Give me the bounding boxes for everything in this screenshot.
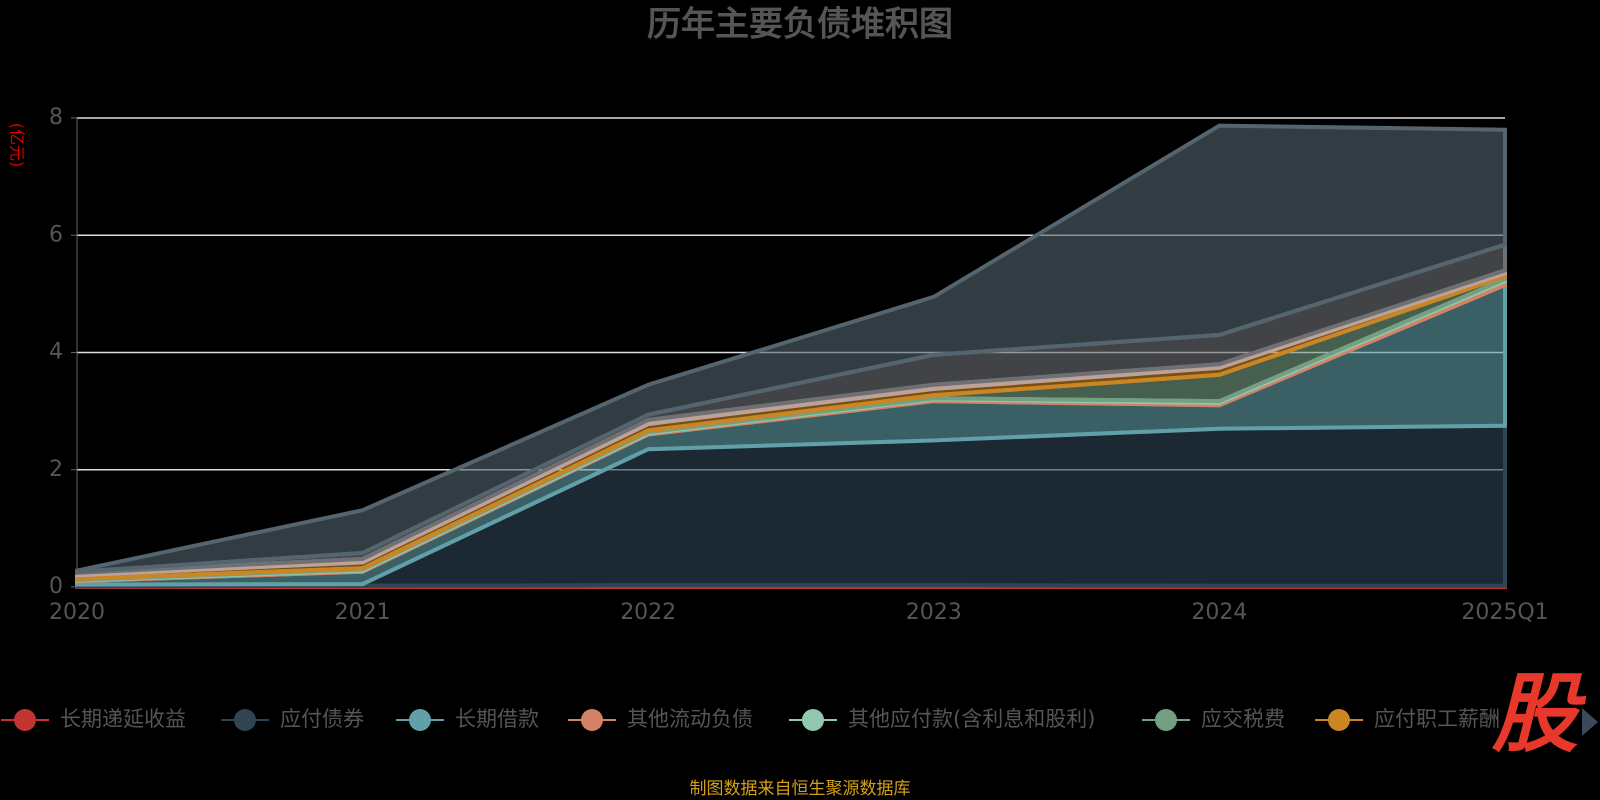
legend-next-arrow[interactable] — [1582, 708, 1598, 736]
y-tick-label: 0 — [49, 574, 63, 599]
legend: 长期递延收益 应付债券 长期借款 其他流动负债 其他应付款(含利息和股利) 应交税费 应付职… — [1, 707, 1500, 731]
x-tick-label: 2024 — [1191, 600, 1247, 625]
y-axis-label: (亿元) — [8, 123, 27, 168]
plot: 0 2 4 6 8 2020 2021 2022 2023 2024 2025Q1 — [49, 105, 1549, 625]
legend-label: 应付职工薪酬 — [1374, 707, 1500, 731]
logo: 股 — [1491, 664, 1587, 764]
y-tick-label: 8 — [49, 105, 63, 130]
chart-title: 历年主要负债堆积图 — [647, 5, 953, 45]
y-tick-label: 4 — [49, 340, 63, 365]
legend-label: 应付债券 — [280, 707, 364, 731]
x-tick-label: 2021 — [335, 600, 391, 625]
legend-label: 长期递延收益 — [60, 707, 186, 731]
legend-swatch — [1328, 709, 1350, 731]
legend-swatch — [1155, 709, 1177, 731]
legend-label: 长期借款 — [455, 707, 539, 731]
legend-label: 其他应付款(含利息和股利) — [848, 707, 1095, 731]
area — [75, 123, 1507, 574]
y-tick-label: 6 — [49, 222, 63, 247]
legend-label: 应交税费 — [1201, 707, 1285, 731]
legend-swatch — [234, 709, 256, 731]
y-tick-label: 2 — [49, 457, 63, 482]
x-tick-label: 2020 — [49, 600, 105, 625]
x-tick-label: 2025Q1 — [1461, 600, 1548, 625]
legend-swatch — [581, 709, 603, 731]
source-note: 制图数据来自恒生聚源数据库 — [690, 779, 911, 799]
x-tick-label: 2023 — [906, 600, 962, 625]
legend-swatch — [14, 709, 36, 731]
legend-swatch — [409, 709, 431, 731]
x-tick-label: 2022 — [620, 600, 676, 625]
legend-label: 其他流动负债 — [627, 707, 753, 731]
legend-swatch — [802, 709, 824, 731]
